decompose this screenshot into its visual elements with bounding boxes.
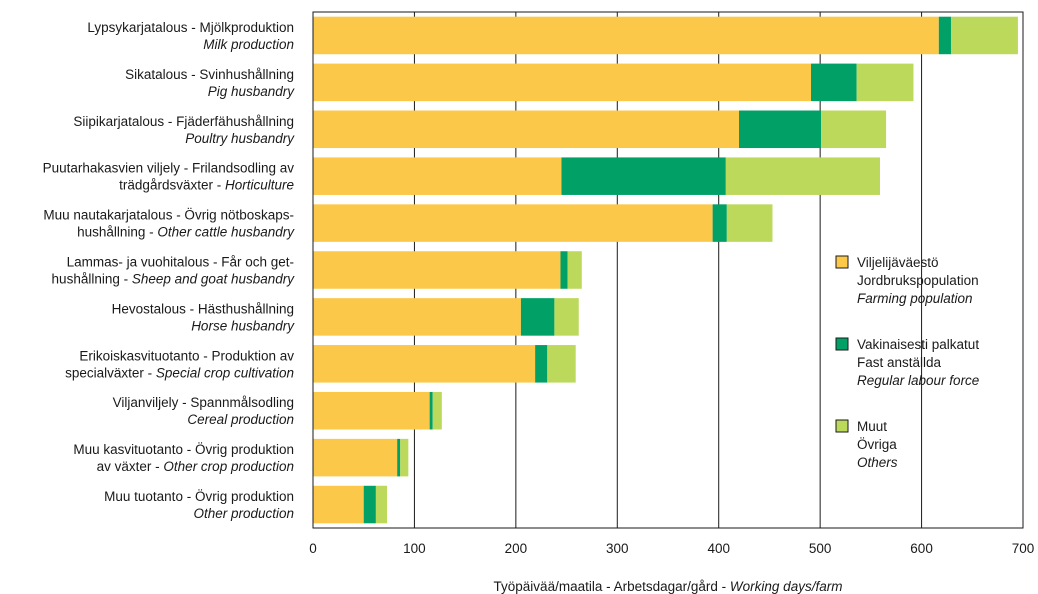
x-axis-ticks: 0 100 200 300 400 500 600 700 (309, 541, 1034, 556)
bar-segment-cat6-series0 (313, 298, 521, 336)
bar-segment-cat10-series1 (363, 485, 376, 524)
bar-segment-cat3-series0 (313, 157, 562, 195)
x-tick-label-600: 600 (910, 541, 933, 556)
category-label-3-line-0: Puutarhakasvien viljely - Frilandsodling… (43, 161, 295, 176)
bar-segment-cat6-series1 (520, 298, 555, 336)
category-label-7-line-1: specialväxter - Special crop cultivation (65, 365, 294, 380)
x-tick-label-400: 400 (707, 541, 730, 556)
bar-segment-cat8-series2 (432, 391, 442, 430)
x-tick-label-700: 700 (1012, 541, 1035, 556)
bars (313, 16, 1018, 524)
bar-segment-cat4-series2 (726, 204, 773, 242)
category-label-6-line-1: Horse husbandry (191, 318, 295, 333)
bar-segment-cat1-series0 (313, 63, 812, 102)
legend-label-1-line-1: Fast anställda (857, 355, 942, 370)
legend-swatch-1 (835, 337, 849, 351)
category-label-5-line-1: hushållning - Sheep and goat husbandry (52, 272, 296, 287)
category-label-9-line-0: Muu kasvituotanto - Övrig produktion (73, 442, 294, 457)
category-label-9-line-1: av växter - Other crop production (97, 459, 294, 474)
bar-segment-cat7-series0 (313, 345, 536, 383)
bar-segment-cat8-series1 (429, 391, 433, 430)
bar-segment-cat1-series1 (811, 63, 857, 102)
x-tick-label-300: 300 (606, 541, 629, 556)
bar-segment-cat3-series2 (725, 157, 880, 195)
category-label-4-line-1: hushållning - Other cattle husbandry (77, 225, 295, 240)
category-label-7-line-0: Erikoiskasvituotanto - Produktion av (79, 348, 294, 363)
bar-segment-cat2-series1 (739, 110, 822, 149)
bar-segment-cat9-series0 (313, 438, 398, 477)
bar-segment-cat6-series2 (554, 298, 579, 336)
legend-label-0-line-2: Farming population (857, 291, 973, 306)
category-label-5-line-0: Lammas- ja vuohitalous - Får och get- (67, 255, 294, 270)
bar-segment-cat7-series1 (535, 345, 548, 383)
category-label-2-line-0: Siipikarjatalous - Fjäderfähushållning (73, 114, 294, 129)
legend-label-2-line-0: Muut (857, 419, 887, 434)
bar-segment-cat4-series1 (712, 204, 727, 242)
bar-segment-cat0-series0 (313, 16, 939, 55)
bar-segment-cat4-series0 (313, 204, 713, 242)
legend-label-2-line-2: Others (857, 455, 898, 470)
plot-frame (312, 11, 1024, 529)
bar-segment-cat5-series0 (313, 251, 561, 289)
category-label-8-line-0: Viljanviljely - Spannmålsodling (113, 395, 294, 410)
bar-segment-cat1-series2 (856, 63, 914, 102)
category-label-1-line-0: Sikatalous - Svinhushållning (125, 67, 294, 82)
legend: Viljelijäväestö Jordbrukspopulation Farmin… (835, 255, 979, 470)
bar-segment-cat9-series2 (400, 438, 409, 477)
category-label-8-line-1: Cereal production (187, 412, 294, 427)
category-label-6-line-0: Hevostalous - Hästhushållning (112, 301, 294, 316)
x-tick-label-0: 0 (309, 541, 317, 556)
legend-label-1-line-0: Vakinaisesti palkatut (857, 337, 979, 352)
bar-segment-cat3-series1 (561, 157, 726, 195)
category-label-3-line-1: trädgårdsväxter - Horticulture (119, 178, 294, 193)
x-tick-label-500: 500 (809, 541, 832, 556)
category-label-10-line-0: Muu tuotanto - Övrig produktion (104, 489, 294, 504)
bar-segment-cat5-series2 (567, 251, 582, 289)
bar-segment-cat0-series2 (950, 16, 1018, 55)
category-labels: Lypsykarjatalous - Mjölkproduktion Milk p… (43, 20, 296, 521)
bar-segment-cat2-series0 (313, 110, 739, 149)
category-label-4-line-0: Muu nautakarjatalous - Övrig nötboskaps- (43, 208, 294, 223)
legend-label-0-line-1: Jordbrukspopulation (857, 273, 979, 288)
bar-segment-cat10-series2 (375, 485, 388, 524)
bar-segment-cat8-series0 (313, 391, 430, 430)
legend-swatch-0 (835, 255, 849, 269)
legend-label-2-line-1: Övriga (857, 437, 897, 452)
category-label-0-line-0: Lypsykarjatalous - Mjölkproduktion (87, 20, 294, 35)
bar-segment-cat10-series0 (313, 485, 364, 524)
category-label-1-line-1: Pig husbandry (208, 84, 296, 99)
category-label-0-line-1: Milk production (203, 37, 294, 52)
x-axis-title: Työpäivää/maatila - Arbetsdagar/gård - W… (494, 579, 843, 594)
bar-segment-cat7-series2 (547, 345, 576, 383)
legend-label-0-line-0: Viljelijäväestö (857, 255, 939, 270)
legend-label-1-line-2: Regular labour force (857, 373, 979, 388)
category-label-10-line-1: Other production (193, 506, 294, 521)
category-label-2-line-1: Poultry husbandry (185, 131, 295, 146)
bar-segment-cat9-series1 (397, 438, 401, 477)
x-tick-label-100: 100 (403, 541, 426, 556)
bar-segment-cat0-series1 (938, 16, 951, 55)
bar-segment-cat5-series1 (560, 251, 568, 289)
bar-segment-cat2-series2 (821, 110, 887, 149)
legend-swatch-2 (835, 419, 849, 433)
x-tick-label-200: 200 (505, 541, 528, 556)
